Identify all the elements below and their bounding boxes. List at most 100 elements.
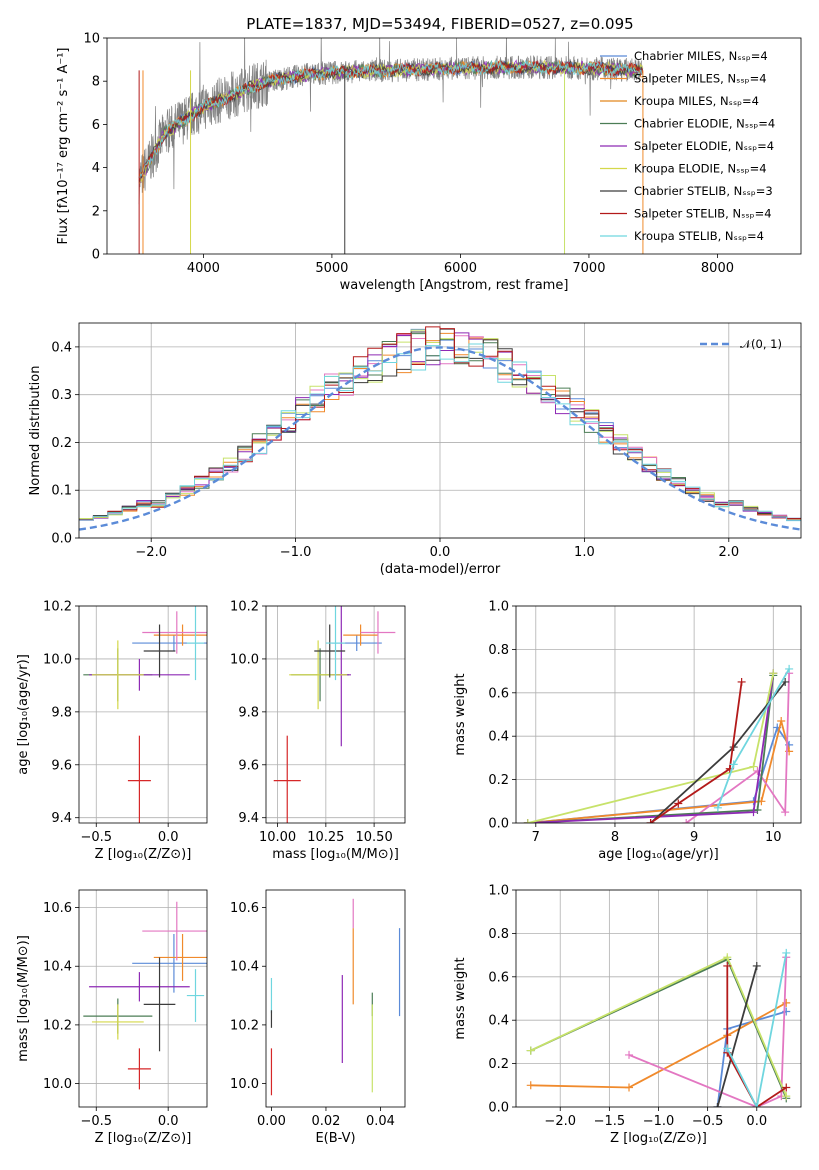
y-tick-label: 10.6 xyxy=(230,901,259,916)
y-tick-label: 0.1 xyxy=(51,484,72,499)
axes-frame xyxy=(78,322,802,539)
gaussian-curve xyxy=(79,346,801,531)
y-tick-label: 9.6 xyxy=(238,758,259,773)
panel-weight-vs-age: 7 8 9 10 0.0 0.2 0.4 0.6 0.8 1.0 age [log₁₀(age/yr… xyxy=(453,600,802,862)
plot-area xyxy=(273,606,396,823)
x-tick-label: 10.25 xyxy=(307,830,344,845)
weight-point xyxy=(723,961,732,970)
weight-point xyxy=(752,1103,761,1107)
y-tick-label: 10.2 xyxy=(43,1018,72,1033)
histogram-step xyxy=(79,326,801,521)
model-spectrum xyxy=(138,59,644,184)
weight-series-line xyxy=(650,681,743,823)
x-tick-label: 10.50 xyxy=(356,830,393,845)
weight-point xyxy=(713,803,722,812)
x-tick-label: 0.02 xyxy=(311,1114,340,1129)
x-tick-label: −2.0 xyxy=(544,1114,576,1129)
model-spectrum xyxy=(138,59,644,181)
weight-point xyxy=(674,799,683,808)
axes-frame xyxy=(265,889,406,1108)
legend-entry: 𝒩(0, 1) xyxy=(740,337,782,351)
weight-series-line xyxy=(527,673,775,823)
weight-point xyxy=(785,664,794,673)
observed-spectrum xyxy=(138,38,644,205)
y-tick-label: 10.0 xyxy=(230,1077,259,1092)
figure-title: PLATE=1837, MJD=53494, FIBERID=0527, z=0… xyxy=(246,15,633,33)
weight-point xyxy=(737,677,746,686)
y-tick-label: 0.0 xyxy=(488,817,509,832)
x-tick-label: 7 xyxy=(532,830,540,845)
plot-area xyxy=(83,901,207,1090)
x-tick-label: −0.5 xyxy=(80,830,112,845)
legend-entry: Chabrier MILES, Nₛₛₚ=4 xyxy=(634,49,768,63)
x-tick-label: 8000 xyxy=(701,261,734,276)
y-tick-label: 0.4 xyxy=(488,1014,509,1029)
y-tick-label: 10.6 xyxy=(43,901,72,916)
y-tick-label: 10.2 xyxy=(230,1018,259,1033)
weight-point xyxy=(782,998,791,1007)
y-axis-label: Flux [fλ10⁻¹⁷ erg cm⁻² s⁻¹ A⁻¹] xyxy=(56,48,71,245)
axes-frame xyxy=(515,889,802,1108)
x-tick-label: 10 xyxy=(765,830,782,845)
weight-point xyxy=(526,1046,535,1055)
y-tick-label: 0.2 xyxy=(488,773,509,788)
x-tick-label: 8 xyxy=(611,830,619,845)
weight-point xyxy=(777,717,786,726)
weight-point xyxy=(723,1044,732,1053)
y-tick-label: 0.4 xyxy=(51,340,72,355)
weight-series-line xyxy=(527,725,790,823)
y-tick-label: 0.2 xyxy=(488,1057,509,1072)
y-tick-label: 9.4 xyxy=(51,811,72,826)
legend-entry: Kroupa STELIB, Nₛₛₚ=4 xyxy=(634,229,764,243)
plot-area xyxy=(138,38,644,254)
y-tick-label: 0.0 xyxy=(51,532,72,547)
x-tick-label: 0.0 xyxy=(430,545,451,560)
weight-point xyxy=(682,819,691,823)
model-spectrum xyxy=(138,59,643,182)
x-tick-label: 4000 xyxy=(187,261,220,276)
y-tick-label: 10.0 xyxy=(43,1077,72,1092)
weight-series-line xyxy=(527,673,775,823)
y-axis-label: age [log₁₀(age/yr)] xyxy=(16,654,31,775)
y-tick-label: 0.8 xyxy=(488,927,509,942)
y-tick-label: 0.2 xyxy=(51,436,72,451)
weight-point xyxy=(752,961,761,970)
weight-series-line xyxy=(726,966,787,1107)
weight-series-line xyxy=(530,1002,787,1089)
x-tick-label: 0.0 xyxy=(158,830,179,845)
weight-point xyxy=(625,1050,634,1059)
x-tick-label: 10.00 xyxy=(259,830,296,845)
weight-series-line xyxy=(527,675,775,823)
x-axis-label: (data-model)/error xyxy=(380,562,501,577)
y-tick-label: 6 xyxy=(92,118,100,133)
legend-entry: Salpeter ELODIE, Nₛₛₚ=4 xyxy=(634,139,774,153)
weight-point xyxy=(782,948,791,957)
x-axis-label: Z [log₁₀(Z/Z⊙)] xyxy=(95,1131,192,1146)
y-axis-label: mass [log₁₀(M/M⊙)] xyxy=(16,935,31,1062)
model-spectrum xyxy=(138,59,644,185)
panel-mass-vs-ebv: 0.00 0.02 0.04 10.0 10.2 10.4 10.6 E(B-V) xyxy=(230,889,406,1146)
legend-entry: Chabrier ELODIE, Nₛₛₚ=4 xyxy=(634,117,775,131)
y-axis-label: mass weight xyxy=(453,957,468,1039)
x-tick-label: −1.0 xyxy=(280,545,312,560)
legend-entry: Salpeter STELIB, Nₛₛₚ=4 xyxy=(634,207,772,221)
y-tick-label: 10.0 xyxy=(230,652,259,667)
panel-mass-vs-Z: −0.5 0.0 10.0 10.2 10.4 10.6 Z [log₁₀(Z/Z⊙)] ma… xyxy=(16,889,208,1146)
plot-area xyxy=(83,606,207,823)
weight-series-line xyxy=(527,720,790,823)
x-tick-label: 5000 xyxy=(315,261,348,276)
y-tick-label: 1.0 xyxy=(488,884,509,899)
weight-point xyxy=(526,1081,535,1090)
panel-spectrum: 4000 5000 6000 7000 8000 0 2 4 6 8 10 wavelength [A… xyxy=(56,32,802,293)
x-tick-label: −0.5 xyxy=(80,1114,112,1129)
x-tick-label: 1.0 xyxy=(574,545,595,560)
model-spectrum xyxy=(138,60,643,184)
weight-point xyxy=(723,953,732,962)
histogram-step xyxy=(79,343,801,522)
weight-series-line xyxy=(716,965,758,1107)
y-tick-label: 10.4 xyxy=(43,960,72,975)
weight-point xyxy=(749,762,758,771)
x-tick-label: 6000 xyxy=(444,261,477,276)
panel-age-vs-mass: 10.00 10.25 10.50 9.4 9.6 9.8 10.0 10.2 mass [lo… xyxy=(230,600,406,862)
